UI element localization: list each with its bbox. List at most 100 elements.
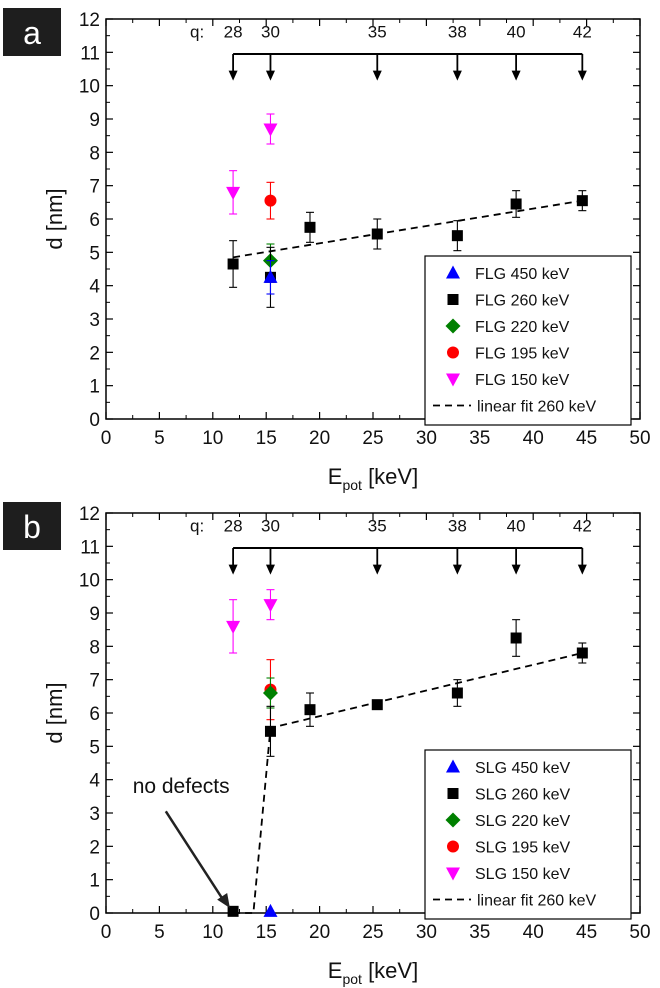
legend-item-fit: linear fit 260 keV (433, 399, 597, 416)
y-tick-label: 1 (89, 871, 100, 892)
charge-tick-arrow (452, 70, 462, 81)
series-3 (264, 181, 277, 220)
panel-label-b: b (3, 502, 61, 550)
panel-label-text: b (23, 509, 41, 545)
data-point (227, 258, 239, 270)
legend-marker (447, 346, 459, 359)
series-0 (263, 903, 278, 917)
legend-box (424, 255, 632, 426)
series-2 (262, 677, 278, 709)
charge-tick-label: 40 (507, 22, 526, 41)
annotation-text: no defects (133, 775, 230, 798)
x-tick-label: 20 (309, 428, 330, 449)
data-point (304, 221, 316, 233)
legend-label: SLG 150 keV (475, 866, 571, 883)
legend-item: SLG 150 keV (446, 866, 571, 883)
y-tick-label: 0 (89, 410, 100, 431)
y-tick-label: 12 (79, 504, 100, 525)
y-tick-label: 5 (89, 243, 100, 264)
x-tick-label: 5 (154, 428, 165, 449)
legend-label: FLG 260 keV (475, 293, 570, 310)
data-point (451, 230, 463, 242)
y-tick-label: 11 (80, 537, 100, 558)
data-point (576, 647, 588, 659)
charge-tick-arrow (577, 70, 587, 81)
x-tick-label: 45 (576, 922, 597, 943)
y-tick-label: 0 (89, 904, 100, 925)
legend-label: FLG 195 keV (475, 346, 570, 363)
y-tick-label: 7 (89, 671, 100, 692)
y-tick-label: 11 (80, 43, 100, 64)
data-point (263, 269, 278, 283)
data-point (263, 903, 278, 917)
x-tick-label: 35 (469, 428, 490, 449)
legend-item: FLG 195 keV (447, 346, 570, 363)
legend-label: linear fit 260 keV (477, 399, 597, 416)
legend-marker (446, 867, 460, 881)
data-point (451, 687, 463, 699)
x-tick-label: 40 (523, 428, 544, 449)
x-tick-label: 45 (576, 428, 597, 449)
legend-label: SLG 260 keV (475, 787, 571, 804)
data-point (576, 195, 588, 207)
legend-item: SLG 260 keV (447, 787, 571, 804)
charge-tick-label: 42 (573, 22, 592, 41)
legend-label: FLG 150 keV (475, 372, 570, 389)
y-tick-label: 8 (89, 637, 100, 658)
data-point (510, 198, 522, 210)
y-tick-label: 10 (79, 571, 100, 592)
legend: FLG 450 keV FLG 260 keV FLG 220 keV FLG 195… (424, 255, 632, 426)
data-point (304, 704, 316, 716)
x-tick-label: 25 (362, 428, 383, 449)
charge-tick-label: 38 (448, 22, 467, 41)
charge-tick-label: 38 (448, 516, 467, 535)
series-4 (226, 113, 278, 215)
y-tick-label: 12 (79, 10, 100, 31)
legend-box (424, 749, 632, 920)
legend-item: FLG 220 keV (445, 318, 570, 336)
charge-tick-label: 28 (224, 516, 243, 535)
data-point (264, 725, 276, 737)
series-1 (227, 619, 588, 917)
x-tick-label: 35 (469, 922, 490, 943)
panel-label-box (3, 502, 61, 550)
y-tick-label: 2 (89, 837, 100, 858)
x-tick-label: 50 (629, 922, 650, 943)
charge-tick-arrow (452, 564, 462, 575)
legend-label: linear fit 260 keV (477, 893, 597, 910)
panel-label-a: a (3, 8, 61, 56)
fit-line (232, 199, 583, 259)
y-tick-label: 9 (89, 604, 100, 625)
legend: SLG 450 keV SLG 260 keV SLG 220 keV SLG 195… (424, 749, 632, 920)
charge-tick-arrow (265, 564, 275, 575)
x-axis-label: Epot [keV] (328, 464, 418, 493)
y-tick-label: 7 (89, 177, 100, 198)
panel-a: a 0 5 10 15 20 25 30 35 40 45 50 0 1 2 3 4 5 6 7 8 9 10 11 12 Epo… (3, 8, 651, 493)
panel-b: b 0 5 10 15 20 25 30 35 40 45 50 0 1 2 3 4 5 6 7 8 9 10 11 12 Epo… (0, 494, 660, 988)
x-tick-label: 0 (101, 922, 112, 943)
annotation-arrow-line (164, 810, 225, 902)
y-tick-label: 5 (89, 737, 100, 758)
charge-tick-label: 35 (368, 22, 387, 41)
charge-tick-arrow (372, 564, 382, 575)
x-tick-label: 40 (523, 922, 544, 943)
legend-label: SLG 220 keV (475, 813, 571, 830)
charge-tick-label: 30 (261, 516, 280, 535)
data-point (263, 123, 278, 137)
y-tick-label: 4 (89, 277, 100, 298)
charge-tick-arrow (228, 70, 238, 81)
annotation: no defects (133, 775, 230, 908)
x-tick-label: 20 (309, 922, 330, 943)
data-point (226, 620, 241, 634)
y-tick-label: 1 (89, 377, 100, 398)
x-tick-label: 30 (416, 428, 437, 449)
x-tick-label: 50 (629, 428, 650, 449)
y-tick-label: 6 (89, 210, 100, 231)
charge-axis: q: 28 30 35 38 40 42 (190, 22, 592, 81)
series-0 (263, 260, 278, 295)
x-tick-label: 0 (101, 428, 112, 449)
x-axis-ticks: 0 5 10 15 20 25 30 35 40 45 50 (101, 513, 651, 943)
legend-label: SLG 450 keV (475, 760, 571, 777)
legend-item-fit: linear fit 260 keV (433, 893, 597, 910)
